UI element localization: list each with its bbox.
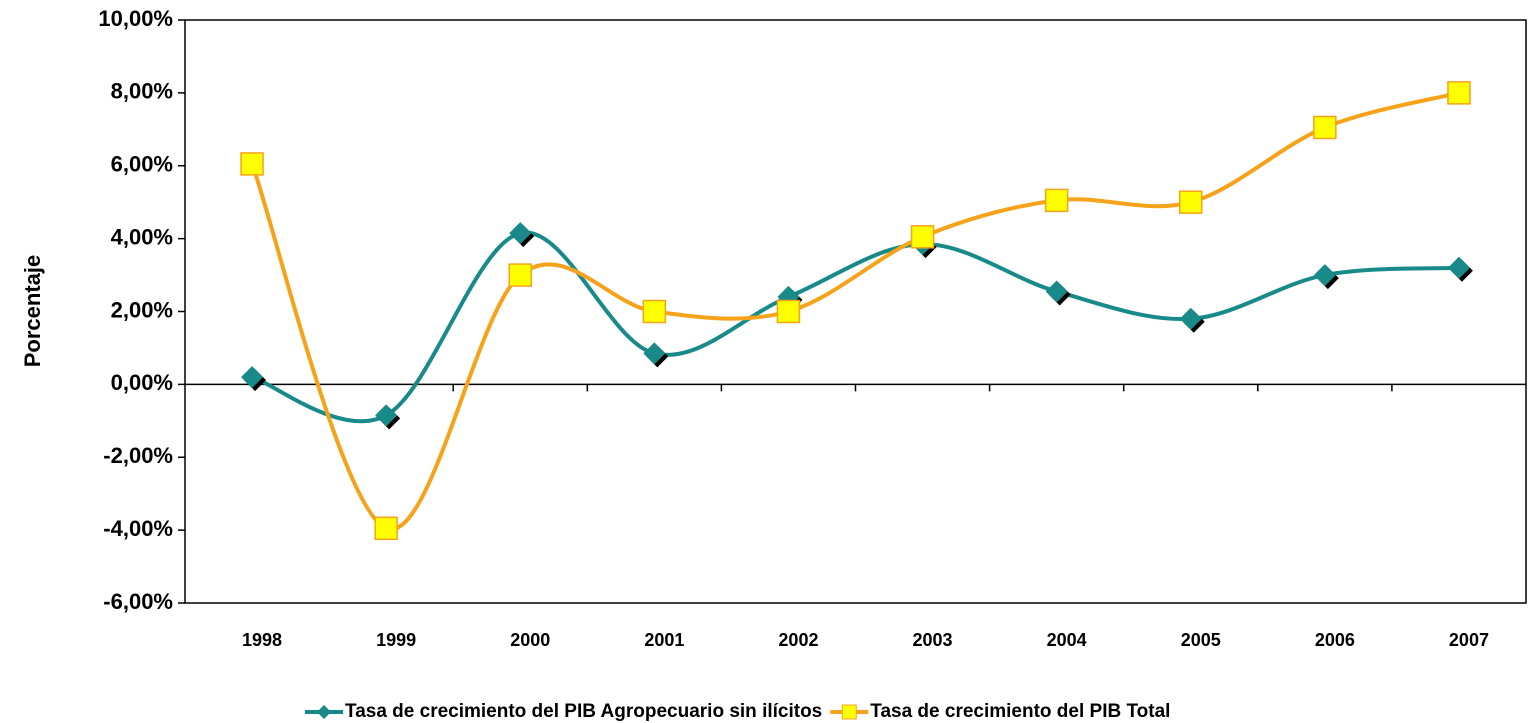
y-tick-label: -6,00% (103, 589, 173, 614)
y-tick-label: 0,00% (111, 370, 173, 395)
legend-marker (841, 704, 857, 720)
data-point (642, 299, 667, 324)
x-tick-label: 2003 (913, 630, 953, 650)
x-tick-label: 2007 (1449, 630, 1489, 650)
x-tick-label: 2006 (1315, 630, 1355, 650)
data-point (1045, 280, 1068, 303)
data-point (776, 299, 801, 324)
x-tick-label: 2000 (510, 630, 550, 650)
y-tick-label: 8,00% (111, 79, 173, 104)
x-tick-label: 1998 (242, 630, 282, 650)
legend-label: Tasa de crecimiento del PIB Agropecuario… (345, 701, 822, 722)
data-point (241, 366, 264, 389)
x-tick-label: 2004 (1047, 630, 1087, 650)
data-point (508, 263, 532, 287)
y-tick-label: 4,00% (111, 224, 173, 249)
x-tick-label: 2005 (1181, 630, 1221, 650)
x-tick-label: 2001 (644, 630, 684, 650)
data-point (1179, 190, 1203, 214)
data-point (375, 404, 398, 427)
data-point (1179, 307, 1202, 330)
legend-marker (317, 705, 331, 719)
data-point (1313, 264, 1336, 287)
series-line (250, 90, 1460, 532)
data-point (643, 342, 666, 365)
data-point (910, 225, 935, 249)
x-tick-label: 1999 (376, 630, 416, 650)
x-tick-label: 2002 (778, 630, 818, 650)
y-tick-label: 6,00% (111, 152, 173, 177)
data-point (374, 516, 398, 541)
data-point (1313, 115, 1337, 140)
y-tick-label: -2,00% (103, 443, 173, 468)
data-point (509, 222, 532, 245)
y-tick-label: -4,00% (103, 516, 173, 541)
y-tick-label: 10,00% (98, 6, 173, 31)
y-axis-label: Porcentaje (20, 255, 45, 368)
data-point (1044, 188, 1069, 213)
series-line (251, 230, 1460, 424)
plot-frame (184, 19, 1527, 604)
y-tick-label: 2,00% (111, 297, 173, 322)
data-point (240, 152, 264, 176)
legend-label: Tasa de crecimiento del PIB Total (870, 701, 1170, 722)
data-point (1447, 81, 1471, 105)
data-point (1447, 256, 1470, 279)
